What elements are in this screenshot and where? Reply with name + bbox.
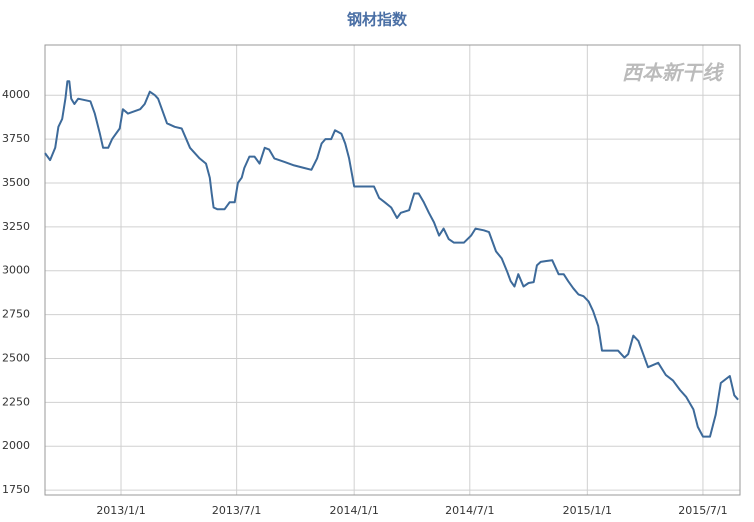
watermark: 西本新干线 <box>622 61 725 85</box>
x-tick-label: 2014/1/1 <box>329 504 378 517</box>
y-tick-label: 3500 <box>2 176 30 189</box>
x-tick-label: 2013/1/1 <box>96 504 145 517</box>
y-tick-label: 3000 <box>2 264 30 277</box>
chart-title: 钢材指数 <box>347 11 408 29</box>
x-tick-label: 2014/7/1 <box>445 504 494 517</box>
y-tick-label: 1750 <box>2 483 30 496</box>
x-tick-label: 2015/1/1 <box>563 504 612 517</box>
y-tick-label: 3250 <box>2 220 30 233</box>
y-tick-label: 3750 <box>2 132 30 145</box>
y-tick-label: 2750 <box>2 308 30 321</box>
plot-frame <box>44 44 741 496</box>
y-tick-label: 2000 <box>2 439 30 452</box>
y-tick-label: 2250 <box>2 395 30 408</box>
y-tick-label: 4000 <box>2 88 30 101</box>
x-tick-label: 2015/7/1 <box>678 504 727 517</box>
series-line <box>44 80 739 438</box>
y-tick-label: 2500 <box>2 351 30 364</box>
x-tick-label: 2013/7/1 <box>212 504 261 517</box>
